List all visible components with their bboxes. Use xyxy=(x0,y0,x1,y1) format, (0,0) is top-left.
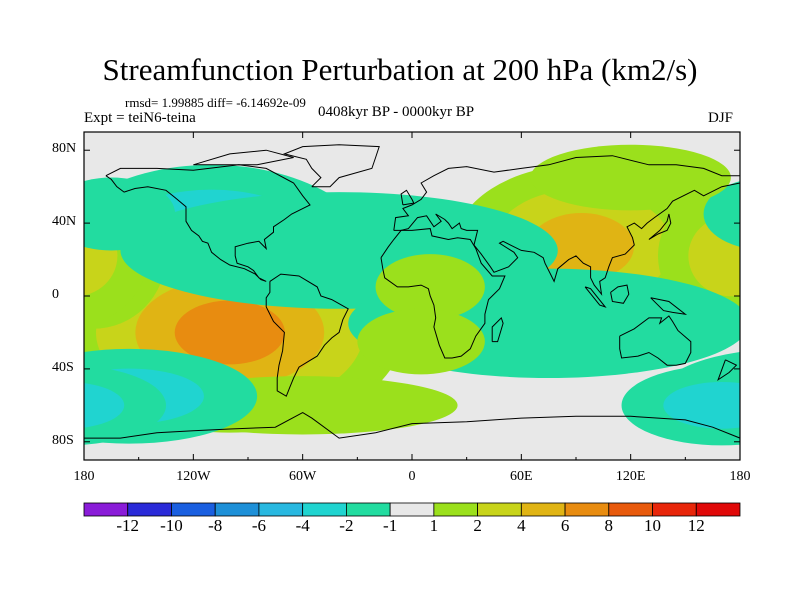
contour-center-8 xyxy=(357,308,485,375)
colorbar-box xyxy=(433,502,479,517)
coastline-greenland xyxy=(282,144,380,188)
colorbar-box xyxy=(345,502,391,517)
y-tick-label: 80N xyxy=(52,141,77,157)
colorbar-label: -12 xyxy=(116,516,140,535)
contour-level xyxy=(663,381,740,429)
y-tick-label: 40S xyxy=(52,359,74,375)
colorbar-label: 8 xyxy=(604,516,614,535)
coastline-new-guinea xyxy=(650,297,688,315)
colorbar-label: -6 xyxy=(251,516,267,535)
y-tick-label: 0 xyxy=(52,287,59,302)
contour-level xyxy=(530,144,731,211)
coastline-uk xyxy=(400,189,415,206)
coastline-eurasia-south xyxy=(393,182,740,296)
colorbar-box xyxy=(171,502,216,517)
colorbar-label: 4 xyxy=(517,516,526,535)
colorbar-label: -8 xyxy=(208,516,223,535)
coastlines xyxy=(84,144,740,439)
colorbar-label: -1 xyxy=(383,516,398,535)
x-tick-label: 180 xyxy=(729,469,751,484)
coastline-australia xyxy=(619,315,692,366)
colorbar-box xyxy=(520,502,566,517)
experiment-label: Expt = teiN6-teina xyxy=(84,110,196,126)
colorbar-label: 1 xyxy=(429,516,439,535)
contour-center-13 xyxy=(530,144,731,211)
colorbar-box xyxy=(608,502,653,517)
colorbar-box xyxy=(83,502,129,517)
coastline-north-america xyxy=(105,164,311,282)
colorbar-box xyxy=(258,502,304,517)
colorbar-box xyxy=(389,502,435,517)
colorbar xyxy=(83,502,741,517)
x-tick-label: 60E xyxy=(510,469,533,484)
contour-level xyxy=(375,254,485,320)
contour-field xyxy=(84,144,740,446)
colorbar-label: -4 xyxy=(295,516,310,535)
contour-level xyxy=(84,365,166,445)
stats-text: rmsd= 1.99885 diff= -6.14692e-09 xyxy=(125,95,306,110)
coastline-madagascar xyxy=(491,316,504,343)
coastline-antarctica xyxy=(84,412,740,439)
colorbar-label: -10 xyxy=(160,516,183,535)
colorbar-label: 10 xyxy=(644,516,662,535)
contour-level xyxy=(357,308,485,375)
colorbar-label: 2 xyxy=(473,516,482,535)
coastline-borneo xyxy=(610,284,630,304)
contour-level xyxy=(528,213,634,281)
y-tick-label: 80S xyxy=(52,432,74,448)
coastline-sumatra xyxy=(584,286,607,308)
x-tick-label: 180 xyxy=(73,469,95,484)
colorbar-box xyxy=(564,502,610,517)
coastline-japan xyxy=(648,213,672,240)
contour-center-7 xyxy=(375,254,485,320)
contour-level xyxy=(174,300,285,365)
season-label: DJF xyxy=(708,110,734,126)
period-label: 0408kyr BP - 0000kyr BP xyxy=(318,104,475,120)
colorbar-box xyxy=(302,502,347,517)
x-tick-label: 60W xyxy=(289,469,317,484)
contour-level xyxy=(84,177,176,251)
coastline-eurasia xyxy=(393,155,740,231)
colorbar-box xyxy=(477,502,522,517)
contour-center-11 xyxy=(84,365,740,446)
colorbar-box xyxy=(695,502,741,517)
colorbar-box xyxy=(652,502,697,517)
colorbar-label: -2 xyxy=(339,516,354,535)
axis-ticks xyxy=(83,132,741,460)
y-tick-label: 40N xyxy=(52,214,77,230)
coastline-africa xyxy=(380,228,506,359)
colorbar-label: 6 xyxy=(560,516,570,535)
contour-level xyxy=(703,181,740,247)
contour-center-12 xyxy=(84,177,740,251)
colorbar-box xyxy=(127,502,172,517)
coastline-new-zealand xyxy=(717,359,738,382)
coastline-arctic-islands xyxy=(193,149,294,166)
colorbar-label: 12 xyxy=(687,516,705,535)
colorbar-box xyxy=(214,502,260,517)
chart-title: Streamfunction Perturbation at 200 hPa (… xyxy=(102,52,698,87)
contour-level xyxy=(84,383,125,428)
coastline-south-america xyxy=(265,273,349,397)
x-tick-label: 120E xyxy=(615,469,646,484)
x-tick-label: 0 xyxy=(408,469,416,484)
x-tick-label: 120W xyxy=(176,469,211,484)
